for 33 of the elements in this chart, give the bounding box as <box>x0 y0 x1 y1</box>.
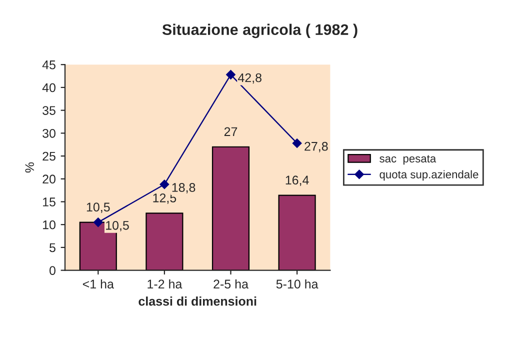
x-tick-label: <1 ha <box>82 279 114 289</box>
y-tick-label: 5 <box>50 243 56 252</box>
y-tick-label: 25 <box>42 152 56 161</box>
data-label: 27 <box>224 127 238 136</box>
x-tick-label: 5-10 ha <box>276 279 318 289</box>
bar <box>278 194 316 270</box>
y-tick-label: 40 <box>42 83 56 92</box>
x-tick-label: 1-2 ha <box>148 279 182 289</box>
y-tick-label: 15 <box>43 198 56 206</box>
y-tick-label: 45 <box>42 60 56 70</box>
chart-title: Situazione agricola ( 1982 ) <box>162 24 358 38</box>
point <box>160 180 170 189</box>
point <box>94 218 103 227</box>
y-tick-label: 30 <box>42 128 56 138</box>
legend-label: sac pesata <box>380 155 436 165</box>
bar <box>212 146 250 270</box>
data-label: 10,5 <box>106 220 129 232</box>
y-tick-label: 20 <box>42 174 56 184</box>
y-tick-label: 0 <box>50 266 56 275</box>
data-label: 27,8 <box>304 142 328 152</box>
data-label: 16,4 <box>286 176 309 186</box>
bar <box>146 212 184 270</box>
y-tick-label: 10 <box>43 220 56 230</box>
legend-label: quota sup.aziendale <box>380 170 478 181</box>
y-tick-label: 35 <box>42 106 56 115</box>
data-label: 10,5 <box>86 202 110 213</box>
y-axis-title: % <box>25 162 34 173</box>
x-tick-label: 2-5 ha <box>214 279 248 289</box>
point <box>226 70 236 80</box>
data-label: 18,8 <box>172 183 196 194</box>
x-axis-title: classi di dimensioni <box>138 296 256 306</box>
data-label: 42,8 <box>238 73 262 84</box>
point <box>292 138 302 148</box>
